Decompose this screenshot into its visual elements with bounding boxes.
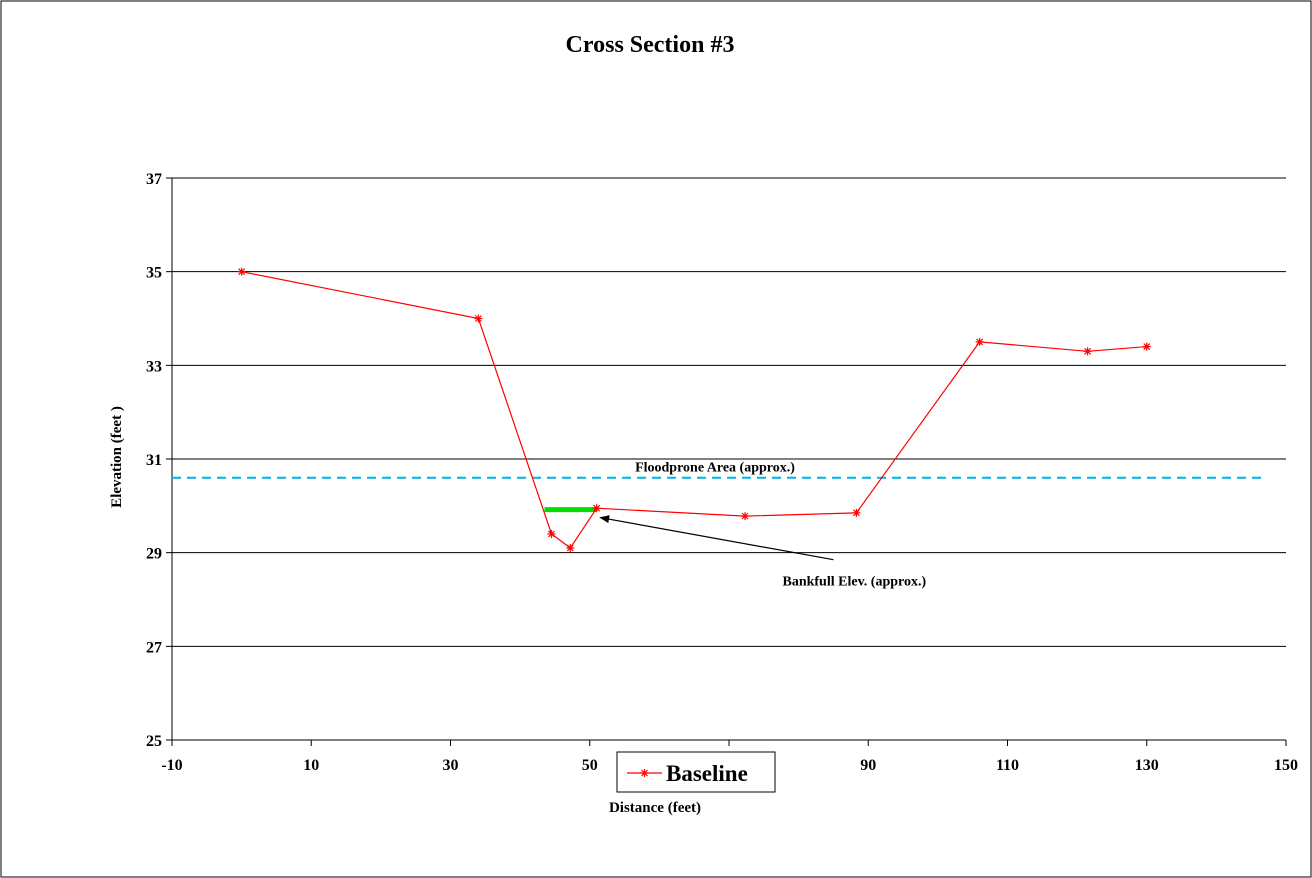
y-tick-label: 37: [146, 171, 162, 188]
series-layer: [237, 267, 1151, 552]
chart-title: Cross Section #3: [566, 32, 735, 58]
gridlines: [172, 177, 1286, 741]
x-tick-label: -10: [161, 757, 182, 774]
x-tick-label: 50: [582, 757, 598, 774]
axes: [166, 177, 1287, 746]
legend-marker: [640, 769, 649, 777]
data-point: [975, 337, 984, 346]
y-tick-label: 27: [146, 639, 162, 656]
data-point: [1142, 342, 1151, 351]
annotations: Bankfull Elev. (approx.): [599, 515, 926, 589]
x-tick-label: 10: [303, 757, 319, 774]
legend-asterisk: [640, 769, 649, 777]
data-point: [237, 267, 246, 276]
y-tick-label: 31: [146, 452, 162, 469]
y-axis-label: Elevation (feet ): [109, 406, 125, 508]
y-tick-label: 35: [146, 265, 162, 282]
floodprone-label: Floodprone Area (approx.): [635, 461, 795, 476]
y-tick-label: 33: [146, 358, 162, 375]
data-point: [741, 512, 750, 521]
x-tick-label: 30: [443, 757, 459, 774]
data-point: [474, 314, 483, 323]
x-tick-label: 110: [996, 757, 1019, 774]
legend: Baseline: [616, 751, 776, 793]
bankfull-label: Bankfull Elev. (approx.): [782, 574, 926, 589]
x-tick-label: 130: [1135, 757, 1159, 774]
data-point: [566, 543, 575, 552]
data-point: [852, 508, 861, 517]
x-tick-label: 150: [1274, 757, 1298, 774]
annotation-arrow: [599, 515, 834, 561]
series-line-baseline: [241, 271, 1147, 549]
y-tick-label: 25: [146, 733, 162, 750]
data-point: [547, 529, 556, 538]
x-axis-label: Distance (feet): [609, 800, 701, 816]
data-point: [592, 504, 601, 513]
y-tick-labels: 25 27 29 31 33 35 37: [146, 171, 162, 750]
data-point: [1083, 347, 1092, 356]
x-tick-label: 90: [860, 757, 876, 774]
y-tick-label: 29: [146, 546, 162, 563]
reference-lines: Floodprone Area (approx.): [172, 461, 1266, 513]
legend-label-baseline: Baseline: [666, 761, 748, 786]
